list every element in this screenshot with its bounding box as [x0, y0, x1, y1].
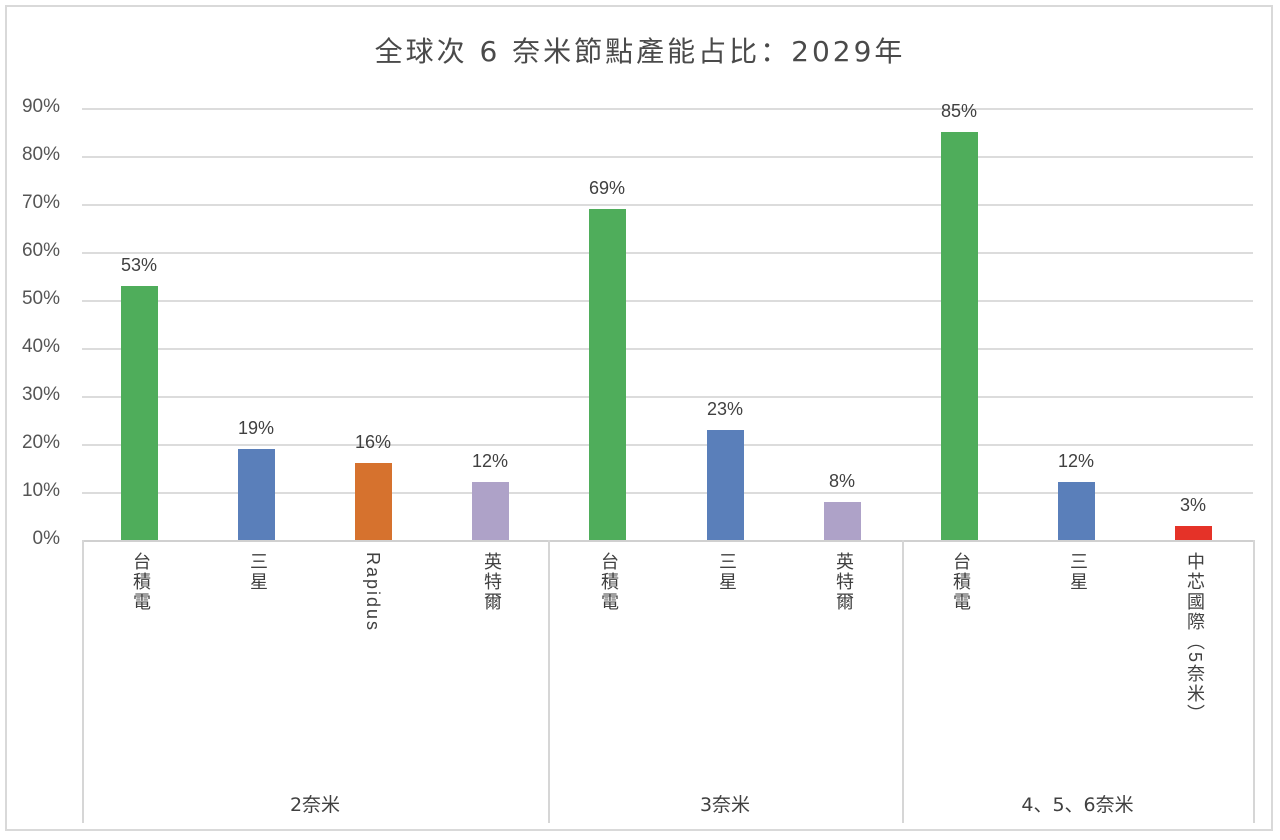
gridline	[82, 492, 1253, 494]
bar	[121, 286, 158, 540]
category-label: 中芯國際（5奈米）	[1185, 552, 1205, 725]
bar	[1175, 526, 1212, 540]
data-label: 53%	[120, 255, 158, 275]
bar	[1058, 482, 1095, 540]
bar	[707, 430, 744, 540]
category-label: 台積電	[131, 552, 151, 612]
gridline	[82, 156, 1253, 158]
gridline	[82, 444, 1253, 446]
gridline	[82, 108, 1253, 110]
y-tick-label: 40%	[21, 336, 60, 357]
y-tick-label: 10%	[21, 480, 60, 501]
y-tick-label: 60%	[21, 240, 60, 261]
bar	[472, 482, 509, 540]
y-tick-label: 30%	[21, 384, 60, 405]
bar	[238, 449, 275, 540]
y-tick-label: 20%	[21, 432, 60, 453]
data-label: 12%	[471, 451, 509, 471]
category-label: 英特爾	[834, 552, 854, 612]
x-axis-line	[82, 540, 1253, 542]
bar	[941, 132, 978, 540]
group-divider	[548, 540, 550, 823]
category-label: 三星	[1068, 552, 1088, 592]
group-divider	[902, 540, 904, 823]
y-tick-label: 50%	[21, 288, 60, 309]
gridline	[82, 396, 1253, 398]
y-tick-label: 90%	[21, 96, 60, 117]
data-label: 3%	[1179, 495, 1206, 515]
data-label: 19%	[237, 418, 275, 438]
group-divider	[1253, 540, 1255, 823]
group-divider	[82, 540, 84, 823]
data-label: 69%	[588, 178, 626, 198]
y-tick-label: 70%	[21, 192, 60, 213]
gridline	[82, 300, 1253, 302]
chart-title: 全球次 6 奈米節點產能占比：2029年	[374, 35, 906, 68]
data-label: 23%	[706, 399, 744, 419]
gridline	[82, 252, 1253, 254]
y-tick-label: 0%	[32, 528, 60, 549]
group-label: 4、5、6奈米	[1021, 794, 1134, 816]
category-label: 台積電	[599, 552, 619, 612]
gridline	[82, 204, 1253, 206]
bar	[824, 502, 861, 540]
bar	[589, 209, 626, 540]
category-label: Rapidus	[363, 552, 383, 633]
category-label: 台積電	[951, 552, 971, 612]
y-tick-label: 80%	[21, 144, 60, 165]
data-label: 16%	[354, 432, 392, 452]
data-label: 8%	[828, 471, 855, 491]
data-label: 12%	[1057, 451, 1095, 471]
category-label: 三星	[248, 552, 268, 592]
group-label: 2奈米	[289, 794, 341, 816]
data-label: 85%	[940, 101, 978, 121]
category-label: 三星	[717, 552, 737, 592]
group-label: 3奈米	[699, 794, 751, 816]
category-label: 英特爾	[482, 552, 502, 612]
bar	[355, 463, 392, 540]
chart-frame	[5, 5, 1273, 831]
gridline	[82, 348, 1253, 350]
